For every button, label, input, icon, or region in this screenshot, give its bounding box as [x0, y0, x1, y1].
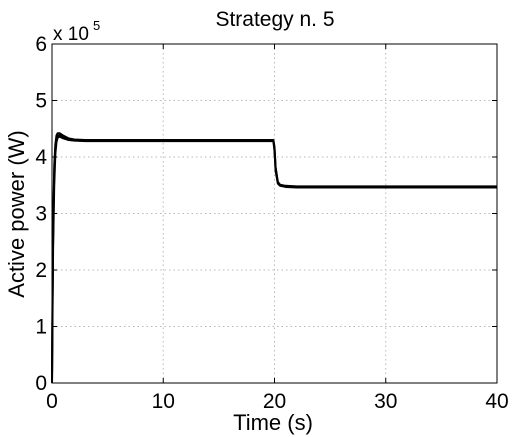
x-tick-label: 10: [152, 390, 175, 413]
axis-ticks: 0 10 20 30 40 0 1 2 3 4 5 6: [35, 33, 508, 413]
x-tick-label: 0: [46, 390, 58, 413]
y-axis-multiplier-exponent: 5: [93, 18, 100, 33]
chart-title: Strategy n. 5: [215, 8, 334, 31]
y-tick-label: 4: [35, 146, 47, 169]
y-tick-label: 0: [35, 372, 47, 395]
y-tick-label: 5: [35, 90, 47, 113]
y-tick-label: 3: [35, 203, 47, 226]
y-tick-label: 1: [35, 316, 47, 339]
x-tick-label: 20: [263, 390, 286, 413]
x-axis-label: Time (s): [233, 410, 313, 435]
data-series: [51, 132, 497, 384]
y-tick-label: 2: [35, 259, 47, 282]
series-line-3: [51, 132, 497, 384]
y-axis-label: Active power (W): [4, 130, 29, 297]
x-tick-label: 30: [374, 390, 397, 413]
y-axis-multiplier: x 10: [53, 24, 89, 45]
x-tick-label: 40: [485, 390, 508, 413]
y-tick-label: 6: [35, 33, 47, 56]
